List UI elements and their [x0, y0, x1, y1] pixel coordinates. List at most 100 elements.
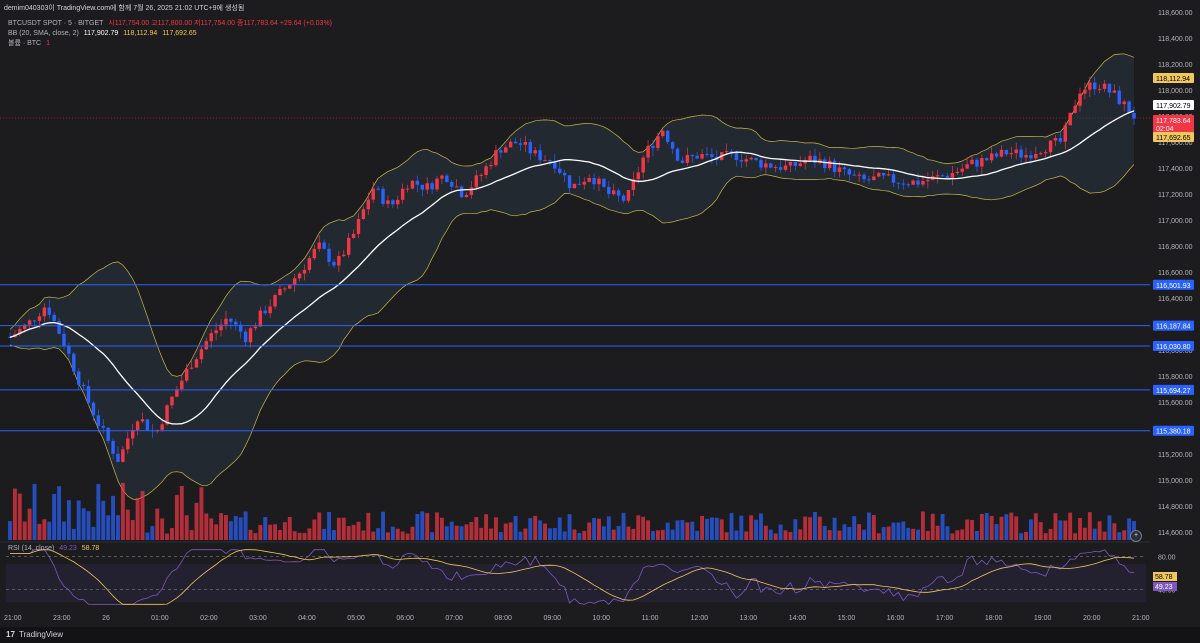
alert-add-icon[interactable]: +	[1130, 530, 1142, 542]
time-axis-label: 03:00	[249, 615, 267, 622]
volume-bar	[263, 517, 268, 540]
time-axis-label: 11:00	[642, 615, 659, 622]
bb-legend: BB (20, SMA, close, 2) 117,902.79 118,11…	[8, 28, 197, 39]
volume-bar	[165, 533, 170, 540]
candle-body	[106, 427, 110, 441]
volume-bar	[469, 522, 474, 540]
volume-bar	[930, 513, 935, 540]
candle-body	[813, 155, 817, 164]
volume-bar	[228, 521, 233, 540]
candle-body	[234, 321, 238, 325]
candle-body	[214, 330, 218, 334]
candle-body	[798, 163, 802, 166]
volume-bar	[822, 525, 827, 540]
candle-body	[989, 153, 994, 161]
time-axis-label: 26	[102, 615, 110, 622]
volume-value: 1	[46, 40, 50, 47]
candle-body	[8, 337, 12, 339]
candle-body	[881, 172, 886, 176]
time-axis-label: 17:00	[936, 615, 954, 622]
volume-bar	[744, 531, 749, 540]
candle-body	[607, 186, 611, 195]
candle-body	[337, 256, 341, 266]
volume-bar	[508, 522, 513, 540]
candle-body	[238, 324, 243, 332]
support-line-tag	[1153, 320, 1194, 331]
volume-bar	[837, 530, 842, 540]
volume-bar	[12, 488, 17, 540]
rsi-ma-tag-label: 58.78	[1155, 574, 1173, 581]
symbol-name[interactable]: BTCUSDT SPOT · 5 · BITGET	[8, 20, 104, 27]
candle-body	[243, 331, 248, 343]
candle-body	[435, 178, 439, 190]
volume-bar	[194, 502, 199, 540]
volume-bar	[734, 530, 739, 540]
volume-bar	[916, 529, 920, 540]
volume-bar	[979, 513, 984, 540]
volume-bar	[768, 529, 773, 540]
volume-label[interactable]: 볼륨 · BTC	[8, 40, 42, 47]
time-axis-label: 20:00	[1083, 615, 1101, 622]
candle-body	[184, 368, 189, 381]
volume-bar	[420, 511, 425, 540]
volume-bar	[1063, 520, 1068, 540]
candle-body	[700, 153, 704, 159]
candle-body	[621, 195, 626, 201]
volume-bar	[582, 530, 587, 540]
volume-bar	[852, 516, 857, 540]
volume-bar	[489, 528, 493, 540]
candle-body	[1014, 149, 1018, 154]
volume-bar	[960, 529, 965, 540]
time-axis-label: 07:00	[445, 615, 463, 622]
volume-bar	[1024, 531, 1028, 540]
candle-body	[199, 349, 204, 360]
bb-label[interactable]: BB (20, SMA, close, 2)	[8, 30, 79, 37]
rsi-level-label: 80.00	[1158, 554, 1176, 561]
volume-bar	[611, 529, 616, 540]
candle-body	[445, 175, 449, 182]
candle-body	[793, 161, 798, 166]
volume-bar	[101, 500, 106, 540]
volume-bar	[258, 524, 263, 540]
candle-body	[832, 160, 837, 172]
volume-bar	[572, 529, 577, 540]
header-bar	[0, 0, 1150, 14]
tradingview-logo-icon[interactable]: 17	[6, 630, 15, 639]
volume-bar	[911, 528, 916, 540]
volume-bar	[827, 530, 832, 540]
candle-body	[91, 402, 96, 416]
candle-body	[847, 169, 852, 175]
candle-body	[602, 178, 606, 187]
volume-bar	[935, 525, 940, 540]
candle-body	[675, 148, 680, 161]
volume-bar	[788, 532, 793, 540]
candle-body	[764, 163, 768, 168]
candle-body	[999, 149, 1004, 157]
candle-body	[1122, 101, 1126, 105]
candle-body	[209, 333, 213, 342]
candle-body	[769, 163, 773, 168]
volume-bar	[1107, 515, 1112, 540]
volume-bar	[474, 517, 479, 540]
candle-body	[980, 158, 984, 167]
volume-bar	[8, 521, 12, 540]
candle-body	[636, 172, 640, 180]
candle-body	[499, 150, 503, 153]
tradingview-brand[interactable]: TradingView	[19, 630, 64, 639]
rsi-value-tag	[1153, 582, 1177, 591]
candle-body	[1093, 82, 1097, 90]
volume-bar	[724, 532, 729, 540]
rsi-label[interactable]: RSI (14, close)	[8, 545, 55, 552]
candle-body	[528, 142, 532, 154]
candle-body	[994, 153, 999, 157]
candle-body	[224, 318, 228, 325]
candle-body	[1132, 112, 1136, 119]
volume-bar	[842, 524, 847, 540]
candle-body	[278, 289, 282, 296]
volume-bar	[415, 514, 420, 540]
price-axis-label: 114,800.00	[1158, 504, 1193, 511]
candle-body	[1019, 149, 1023, 158]
volume-bar	[464, 524, 469, 540]
candle-body	[101, 425, 105, 428]
